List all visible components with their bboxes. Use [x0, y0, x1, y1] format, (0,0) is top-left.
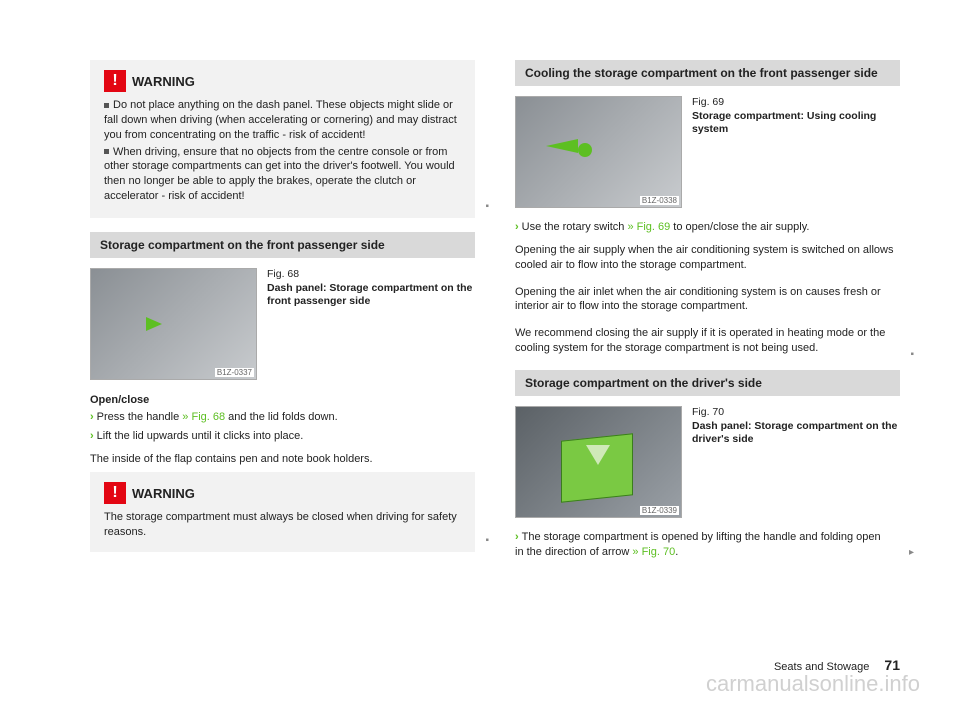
- figure-69-block: B1Z-0338 Fig. 69 Storage compartment: Us…: [515, 96, 900, 208]
- figure-69-caption: Fig. 69 Storage compartment: Using cooli…: [692, 96, 900, 208]
- page: ! WARNING Do not place anything on the d…: [0, 0, 960, 660]
- arrow-icon: [546, 139, 578, 153]
- figure-code: B1Z-0339: [640, 506, 679, 515]
- step-text: and the lid folds down.: [225, 411, 338, 423]
- arrow-down-icon: [586, 445, 610, 465]
- section-header-3: Storage compartment on the driver's side: [515, 370, 900, 396]
- figure-70-caption: Fig. 70 Dash panel: Storage compartment …: [692, 406, 900, 518]
- left-column: ! WARNING Do not place anything on the d…: [90, 60, 475, 620]
- watermark: carmanualsonline.info: [706, 671, 920, 697]
- open-close-heading: Open/close: [90, 394, 475, 406]
- figure-number: Fig. 69: [692, 96, 900, 110]
- figure-number: Fig. 68: [267, 268, 475, 282]
- end-mark: ▪: [485, 201, 489, 212]
- figure-70-image: B1Z-0339: [515, 406, 682, 518]
- note-text: The inside of the flap contains pen and …: [90, 452, 475, 467]
- figure-68-caption: Fig. 68 Dash panel: Storage compartment …: [267, 268, 475, 380]
- figure-reference: » Fig. 68: [182, 411, 225, 423]
- warning-box-1: ! WARNING Do not place anything on the d…: [90, 60, 475, 218]
- chevron-icon: ›: [515, 531, 519, 543]
- warning-header: ! WARNING: [104, 482, 461, 504]
- warning-header: ! WARNING: [104, 70, 461, 92]
- figure-70-block: B1Z-0339 Fig. 70 Dash panel: Storage com…: [515, 406, 900, 518]
- bullet-icon: [104, 103, 109, 108]
- warning-icon: !: [104, 482, 126, 504]
- figure-code: B1Z-0338: [640, 196, 679, 205]
- compartment-shape: [561, 433, 633, 503]
- figure-title: Dash panel: Storage compartment on the f…: [267, 282, 475, 309]
- warning2-body: The storage compartment must always be c…: [104, 510, 461, 540]
- step-text: to open/close the air supply.: [670, 221, 809, 233]
- figure-reference: » Fig. 69: [627, 221, 670, 233]
- step-text: Use the rotary switch: [522, 221, 628, 233]
- step-text: .: [675, 546, 678, 558]
- para: We recommend closing the air supply if i…: [515, 326, 900, 356]
- warning-title: WARNING: [132, 74, 195, 89]
- section-header-1: Storage compartment on the front passeng…: [90, 232, 475, 258]
- chevron-icon: ›: [90, 411, 94, 423]
- figure-69-image: B1Z-0338: [515, 96, 682, 208]
- bullet-icon: [104, 149, 109, 154]
- figure-68-image: B1Z-0337: [90, 268, 257, 380]
- end-mark: ▪: [485, 535, 489, 546]
- figure-reference: » Fig. 70: [632, 546, 675, 558]
- para: Opening the air inlet when the air condi…: [515, 285, 900, 315]
- warning-box-2: ! WARNING The storage compartment must a…: [90, 472, 475, 552]
- para: Opening the air supply when the air cond…: [515, 243, 900, 273]
- step-line: ›Press the handle » Fig. 68 and the lid …: [90, 410, 475, 425]
- step-line: ›The storage compartment is opened by li…: [515, 530, 900, 560]
- chevron-icon: ›: [515, 221, 519, 233]
- continue-mark: ▸: [909, 546, 914, 560]
- step-text: Lift the lid upwards until it clicks int…: [97, 430, 304, 442]
- warning-title: WARNING: [132, 486, 195, 501]
- end-mark: ▪: [910, 349, 914, 360]
- step-line: ›Lift the lid upwards until it clicks in…: [90, 429, 475, 444]
- section-header-2: Cooling the storage compartment on the f…: [515, 60, 900, 86]
- step-text: The storage compartment is opened by lif…: [515, 531, 881, 558]
- dial-icon: [578, 143, 592, 157]
- warning1-p1: Do not place anything on the dash panel.…: [104, 99, 457, 141]
- warning-body: Do not place anything on the dash panel.…: [104, 98, 461, 204]
- right-column: Cooling the storage compartment on the f…: [515, 60, 900, 620]
- figure-code: B1Z-0337: [215, 368, 254, 377]
- warning1-p2: When driving, ensure that no objects fro…: [104, 146, 455, 203]
- step-line: ›Use the rotary switch » Fig. 69 to open…: [515, 220, 900, 235]
- figure-68-block: B1Z-0337 Fig. 68 Dash panel: Storage com…: [90, 268, 475, 380]
- warning-icon: !: [104, 70, 126, 92]
- figure-title: Dash panel: Storage compartment on the d…: [692, 420, 900, 447]
- figure-title: Storage compartment: Using cooling syste…: [692, 110, 900, 137]
- figure-number: Fig. 70: [692, 406, 900, 420]
- step-text: Press the handle: [97, 411, 183, 423]
- chevron-icon: ›: [90, 430, 94, 442]
- arrow-icon: [146, 317, 162, 331]
